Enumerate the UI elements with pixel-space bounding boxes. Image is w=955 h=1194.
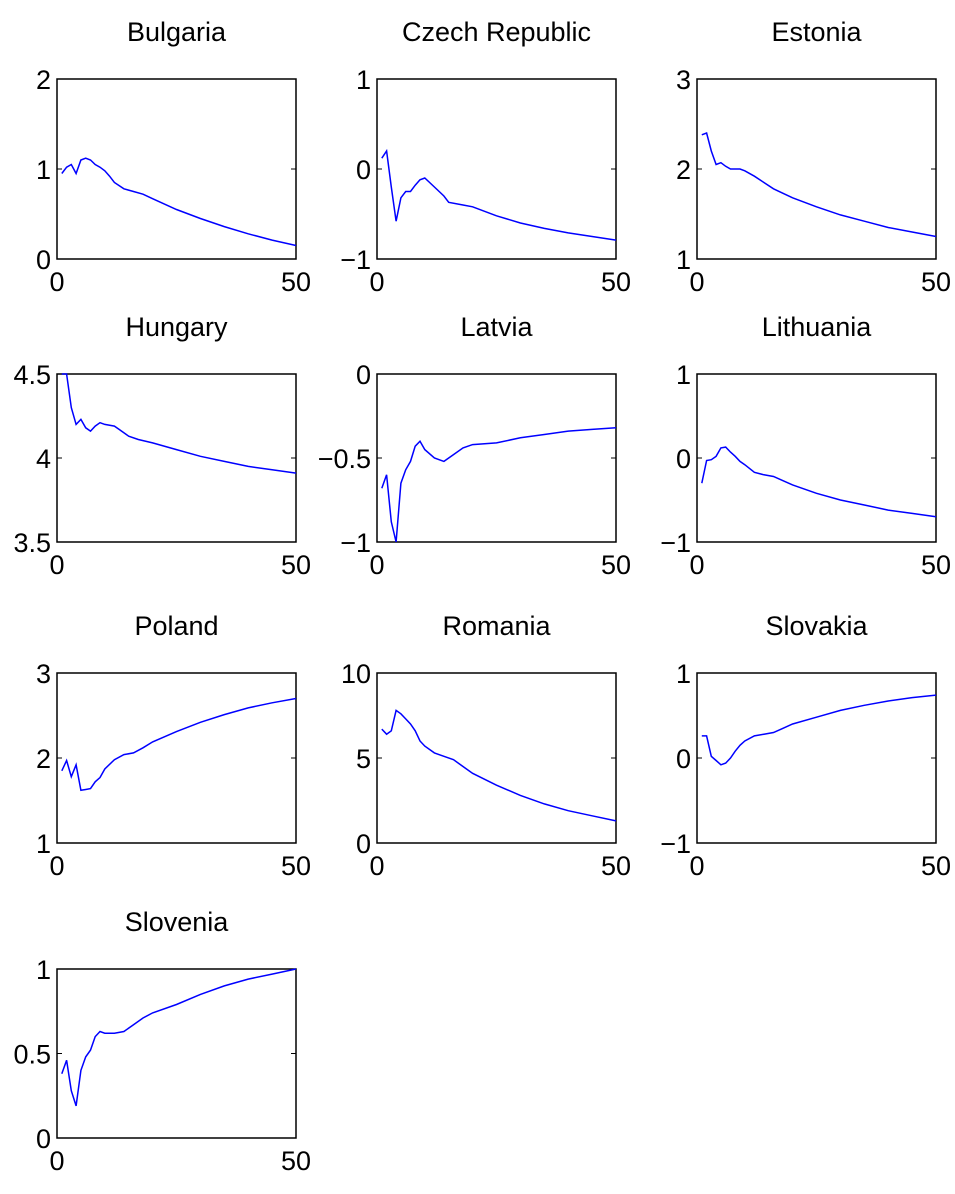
subplot-title: Romania: [442, 611, 551, 641]
x-tick-label: 0: [689, 267, 704, 297]
x-tick-label: 50: [601, 550, 631, 580]
y-tick-label: 1: [36, 829, 51, 859]
axes-frame: [56, 968, 297, 1139]
data-line: [381, 709, 617, 822]
x-tick-label: 0: [49, 851, 64, 881]
axes-frame: [696, 373, 937, 543]
data-line: [61, 968, 297, 1107]
x-tick-label: 0: [369, 851, 384, 881]
subplot-title: Poland: [134, 611, 218, 641]
data-line: [701, 132, 937, 238]
x-tick-label: 50: [281, 851, 311, 881]
y-tick-label: 10: [341, 659, 371, 689]
axes-frame: [56, 78, 297, 260]
subplot-title: Latvia: [460, 312, 533, 342]
y-tick-label: 1: [676, 659, 691, 689]
x-tick-label: 0: [369, 550, 384, 580]
x-tick-label: 0: [689, 851, 704, 881]
y-tick-label: −1: [660, 829, 691, 859]
y-tick-label: −1: [340, 245, 371, 275]
y-tick-label: −1: [340, 528, 371, 558]
subplot-title: Hungary: [125, 312, 228, 342]
y-tick-label: 3: [676, 65, 691, 95]
y-tick-label: −1: [660, 528, 691, 558]
data-line: [381, 427, 617, 543]
axes-frame: [376, 672, 617, 844]
axes-frame: [376, 78, 617, 260]
x-tick-label: 50: [281, 550, 311, 580]
y-tick-label: 0: [356, 155, 371, 185]
y-tick-label: 1: [676, 360, 691, 390]
y-tick-label: 5: [356, 744, 371, 774]
subplot-title: Slovenia: [125, 907, 230, 937]
data-line: [381, 148, 617, 241]
y-tick-label: 0: [36, 245, 51, 275]
y-tick-label: 0: [676, 744, 691, 774]
data-line: [61, 697, 297, 792]
subplot-title: Lithuania: [762, 312, 873, 342]
data-line: [701, 446, 937, 518]
y-tick-label: 0: [356, 829, 371, 859]
y-tick-label: 0.5: [13, 1040, 51, 1070]
subplot-title: Slovakia: [765, 611, 868, 641]
y-tick-label: 1: [36, 955, 51, 985]
x-tick-label: 50: [921, 267, 951, 297]
axes-frame: [376, 373, 617, 543]
y-tick-label: 2: [36, 744, 51, 774]
x-tick-label: 50: [281, 267, 311, 297]
data-line: [61, 157, 297, 247]
x-tick-label: 50: [601, 267, 631, 297]
x-tick-label: 50: [281, 1146, 311, 1176]
y-tick-label: 4: [36, 444, 51, 474]
axes-frame: [56, 373, 297, 543]
y-tick-label: 1: [676, 245, 691, 275]
y-tick-label: 2: [676, 155, 691, 185]
data-line: [61, 373, 297, 474]
x-tick-label: 50: [601, 851, 631, 881]
y-tick-label: 1: [36, 155, 51, 185]
x-tick-label: 0: [689, 550, 704, 580]
y-tick-label: 4.5: [13, 360, 51, 390]
y-tick-label: 3: [36, 659, 51, 689]
subplot-title: Estonia: [771, 17, 862, 47]
y-tick-label: 0: [676, 444, 691, 474]
data-line: [701, 694, 937, 766]
subplot-title: Bulgaria: [127, 17, 227, 47]
y-tick-label: 1: [356, 65, 371, 95]
y-tick-label: 3.5: [13, 528, 51, 558]
x-tick-label: 0: [49, 1146, 64, 1176]
y-tick-label: −0.5: [318, 444, 371, 474]
x-tick-label: 0: [369, 267, 384, 297]
y-tick-label: 0: [356, 360, 371, 390]
axes-frame: [696, 672, 937, 844]
x-tick-label: 50: [921, 550, 951, 580]
subplot-title: Czech Republic: [402, 17, 591, 47]
x-tick-label: 0: [49, 550, 64, 580]
y-tick-label: 2: [36, 65, 51, 95]
x-tick-label: 0: [49, 267, 64, 297]
axes-frame: [56, 672, 297, 844]
x-tick-label: 50: [921, 851, 951, 881]
y-tick-label: 0: [36, 1124, 51, 1154]
